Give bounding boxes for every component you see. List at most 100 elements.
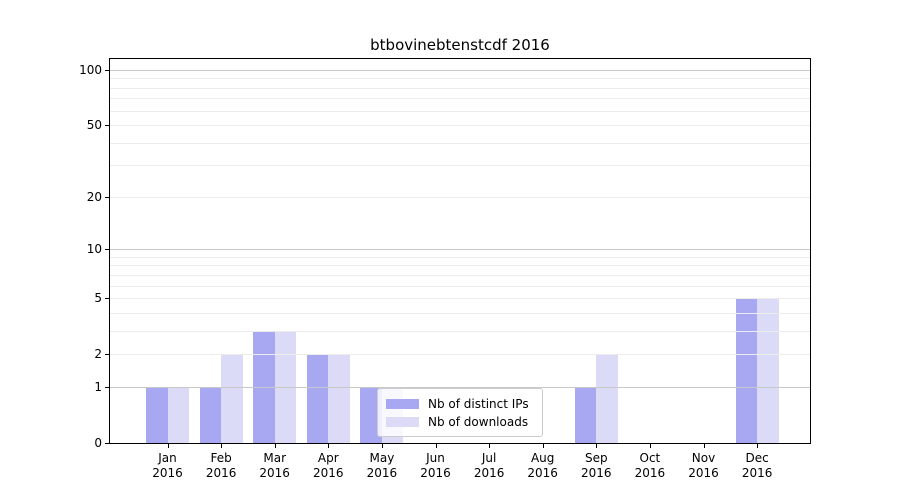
x-tick-year: 2016 [313,466,344,480]
bar-distinct-ips [360,387,382,443]
minor-gridline [110,331,810,332]
x-tick-mark [542,444,544,448]
x-tick-mark [757,444,759,448]
x-tick-year: 2016 [420,466,451,480]
y-tick-label: 50 [86,118,102,133]
minor-gridline [110,78,810,79]
y-tick-label: 0 [94,436,102,450]
x-tick-month: Aug [530,451,555,465]
y-tick-mark [105,249,109,251]
x-tick-label: Jan 2016 [137,451,199,481]
x-tick-label: Jul 2016 [458,451,520,481]
minor-gridline [110,313,810,314]
y-tick-label: 1 [94,380,102,394]
y-tick-label: 10 [86,242,102,257]
x-tick-month: Nov [691,451,716,465]
y-tick-mark [105,196,109,198]
y-tick-label: 20 [86,189,102,204]
legend-label-downloads: Nb of downloads [428,414,529,429]
y-tick-label: 2 [94,347,102,362]
x-tick-label: Aug 2016 [512,451,574,481]
x-tick-year: 2016 [581,466,612,480]
x-tick-month: Dec [745,451,769,465]
y-tick-mark [105,298,109,300]
y-tick-mark [105,125,109,127]
x-tick-year: 2016 [366,466,398,480]
major-gridline [110,387,810,388]
x-tick-month: Jan [158,451,177,465]
minor-gridline [110,298,810,299]
x-tick-year: 2016 [527,466,558,480]
legend-label-distinct-ips: Nb of distinct IPs [428,396,529,411]
minor-gridline [110,265,810,266]
x-tick-month: Sep [584,451,608,465]
x-tick-mark [435,444,437,448]
y-tick-mark [105,387,109,388]
x-tick-label: May 2016 [351,451,413,481]
bar-downloads [596,354,618,443]
x-tick-mark [274,444,276,448]
bar-distinct-ips [146,387,168,443]
minor-gridline [110,98,810,99]
y-tick-mark [105,70,109,71]
minor-gridline [110,165,810,166]
minor-gridline [110,125,810,126]
legend-entry-downloads: Nb of downloads [386,413,534,430]
x-tick-year: 2016 [473,466,505,480]
bar-distinct-ips [306,354,329,443]
x-tick-year: 2016 [152,466,183,480]
bar-distinct-ips [735,298,758,443]
x-tick-year: 2016 [741,466,773,480]
legend-swatch-distinct-ips [386,398,419,409]
x-tick-month: Jun [426,451,445,465]
x-tick-year: 2016 [688,466,719,480]
x-tick-mark [221,444,223,448]
x-tick-label: Jun 2016 [405,451,467,481]
legend: Nb of distinct IPs Nb of downloads [377,388,543,437]
x-tick-mark [703,444,705,448]
major-gridline [110,70,810,71]
x-tick-mark [167,444,169,448]
y-tick-mark [105,354,109,356]
minor-gridline [110,197,810,198]
bar-distinct-ips [199,387,222,443]
bar-distinct-ips [574,387,597,443]
x-tick-mark [381,444,383,448]
bar-downloads [221,354,243,443]
x-tick-month: Jul [481,451,497,465]
minor-gridline [110,88,810,89]
minor-gridline [110,354,810,355]
y-tick-label: 5 [94,291,102,306]
x-tick-label: Nov 2016 [673,451,735,481]
minor-gridline [110,275,810,276]
legend-swatch-downloads [386,416,419,427]
x-tick-month: May [369,451,395,465]
x-tick-year: 2016 [634,466,666,480]
x-tick-year: 2016 [259,466,290,480]
x-tick-mark [489,444,491,448]
bar-downloads [328,354,350,443]
x-tick-label: Dec 2016 [726,451,788,481]
x-tick-mark [649,444,651,448]
x-tick-label: Mar 2016 [244,451,306,481]
x-tick-month: Feb [210,451,232,465]
x-tick-month: Oct [639,451,661,465]
x-tick-label: Apr 2016 [297,451,359,481]
x-tick-label: Feb 2016 [190,451,252,481]
x-tick-month: Apr [317,451,339,465]
minor-gridline [110,111,810,112]
major-gridline [110,249,810,250]
minor-gridline [110,143,810,144]
x-tick-year: 2016 [205,466,237,480]
bar-downloads [167,387,189,443]
x-tick-month: Mar [263,451,286,465]
x-tick-label: Sep 2016 [565,451,627,481]
minor-gridline [110,286,810,287]
x-tick-mark [596,444,598,448]
legend-entry-distinct-ips: Nb of distinct IPs [386,395,534,412]
minor-gridline [110,257,810,258]
plot-area [109,58,811,444]
x-tick-mark [328,444,330,448]
bar-downloads [757,298,779,443]
